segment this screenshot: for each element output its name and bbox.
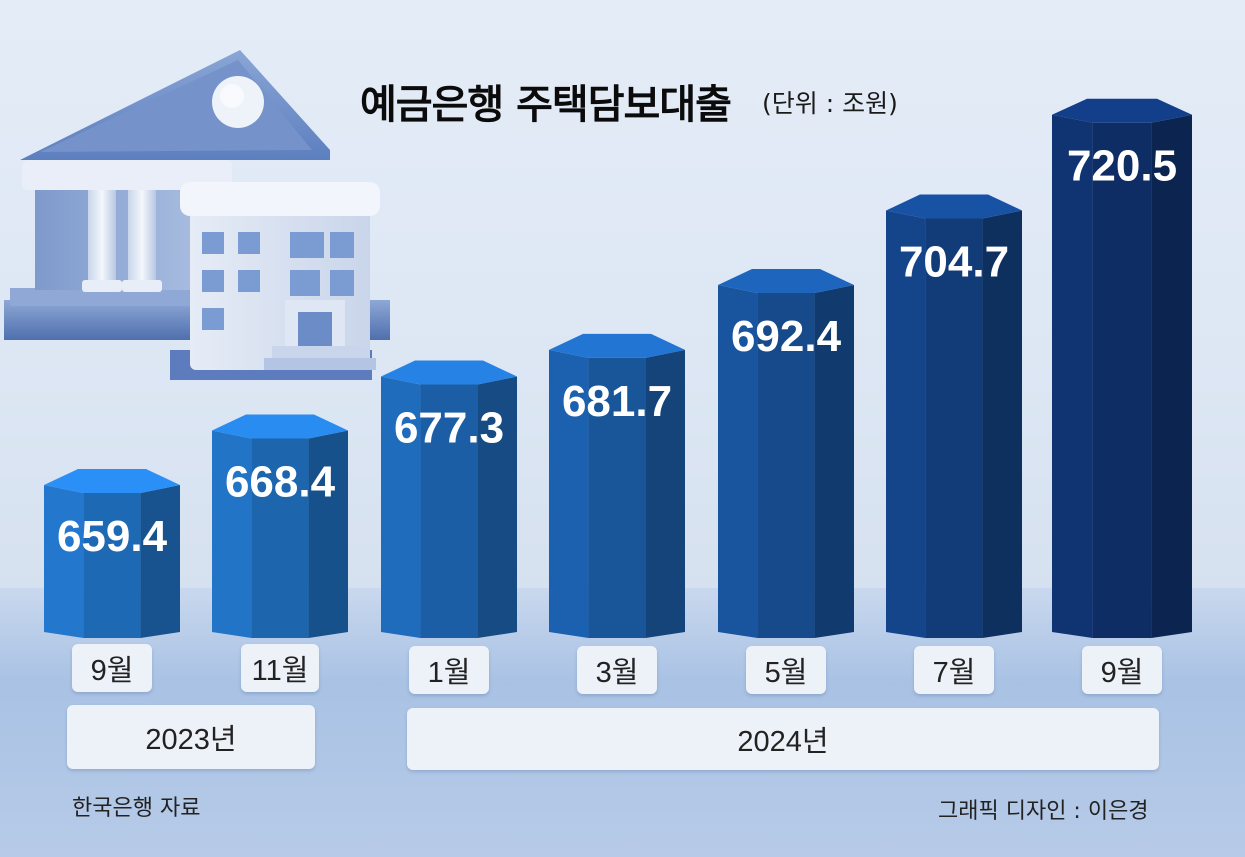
bar-face-right	[140, 485, 180, 638]
house-window	[290, 232, 324, 258]
year-label-2024: 2024년	[407, 708, 1159, 770]
house-roof	[180, 182, 380, 216]
house-illustration	[170, 182, 380, 380]
bar-face-front	[1092, 122, 1152, 638]
bar-cap	[886, 194, 1022, 219]
bars: 659.4 668.4 677.3 681.7 692.4 704.7 720.5	[44, 98, 1192, 638]
bar-face-right	[645, 349, 685, 638]
bank-wall	[35, 185, 200, 290]
bar: 659.4	[44, 469, 180, 638]
bar-cap	[549, 333, 685, 358]
house-window	[238, 270, 260, 292]
bar-face-left	[718, 285, 758, 638]
bank-column	[88, 186, 116, 290]
chart-unit: (단위 : 조원)	[762, 89, 898, 118]
bar-face-left	[1052, 114, 1093, 638]
bar-face-front	[251, 438, 309, 638]
bar-value-label: 704.7	[899, 237, 1009, 286]
bar-value-label: 681.7	[562, 377, 672, 426]
bank-column-base	[82, 280, 122, 292]
bar-face-right	[814, 285, 854, 638]
bar: 677.3	[381, 360, 517, 638]
bar-face-left	[549, 349, 589, 638]
category-label: 5월	[746, 646, 826, 694]
house-door	[298, 312, 332, 348]
graphic-credit: 그래픽 디자인 : 이은경	[938, 799, 1149, 824]
bar-value-label: 668.4	[225, 457, 336, 506]
bar-value-label: 659.4	[57, 512, 168, 561]
category-label: 11월	[241, 644, 319, 692]
category-label: 1월	[409, 646, 489, 694]
bar-value-label: 677.3	[394, 404, 504, 453]
bar-face-left	[212, 430, 252, 638]
house-window	[330, 270, 354, 296]
bar-cap	[381, 360, 517, 385]
house-window	[330, 232, 354, 258]
category-label: 3월	[577, 646, 657, 694]
bar-face-front	[83, 493, 141, 638]
bar-face-front	[420, 384, 478, 638]
bar-face-right	[308, 430, 348, 638]
bank-column	[128, 186, 156, 290]
house-window	[290, 270, 320, 296]
bar-face-right	[477, 376, 517, 638]
bar-value-label: 720.5	[1067, 142, 1177, 191]
house-window	[238, 232, 260, 254]
bar-face-front	[925, 218, 983, 638]
bar-face-right	[1151, 114, 1192, 638]
bar-cap	[44, 469, 180, 493]
house-step	[264, 358, 376, 370]
bar-face-front	[588, 357, 646, 638]
category-label: 9월	[1082, 646, 1162, 694]
bar: 681.7	[549, 333, 685, 638]
bank-building-illustration	[4, 50, 390, 340]
source-note: 한국은행 자료	[72, 796, 201, 821]
bar: 720.5	[1052, 98, 1192, 638]
bar-face-left	[44, 485, 84, 638]
category-label: 7월	[914, 646, 994, 694]
house-window	[202, 270, 224, 292]
bar: 668.4	[212, 414, 348, 638]
bar-cap	[212, 414, 348, 439]
house-window	[202, 308, 224, 330]
bar-face-left	[886, 210, 926, 638]
bar: 692.4	[718, 269, 854, 638]
house-window	[202, 232, 224, 254]
bank-column-base	[122, 280, 162, 292]
chart-title: 예금은행 주택담보대출	[360, 82, 732, 128]
bar-cap	[1052, 98, 1192, 123]
house-step	[272, 346, 368, 358]
bar-face-front	[757, 293, 815, 638]
category-label: 9월	[72, 644, 152, 692]
bar-face-left	[381, 376, 421, 638]
bar-value-label: 692.4	[731, 312, 842, 361]
bank-pediment	[40, 60, 312, 152]
bar-cap	[718, 269, 854, 294]
year-label-2023: 2023년	[67, 705, 315, 769]
bar: 704.7	[886, 194, 1022, 638]
bank-entablature	[22, 160, 232, 190]
bar-face-right	[982, 210, 1022, 638]
